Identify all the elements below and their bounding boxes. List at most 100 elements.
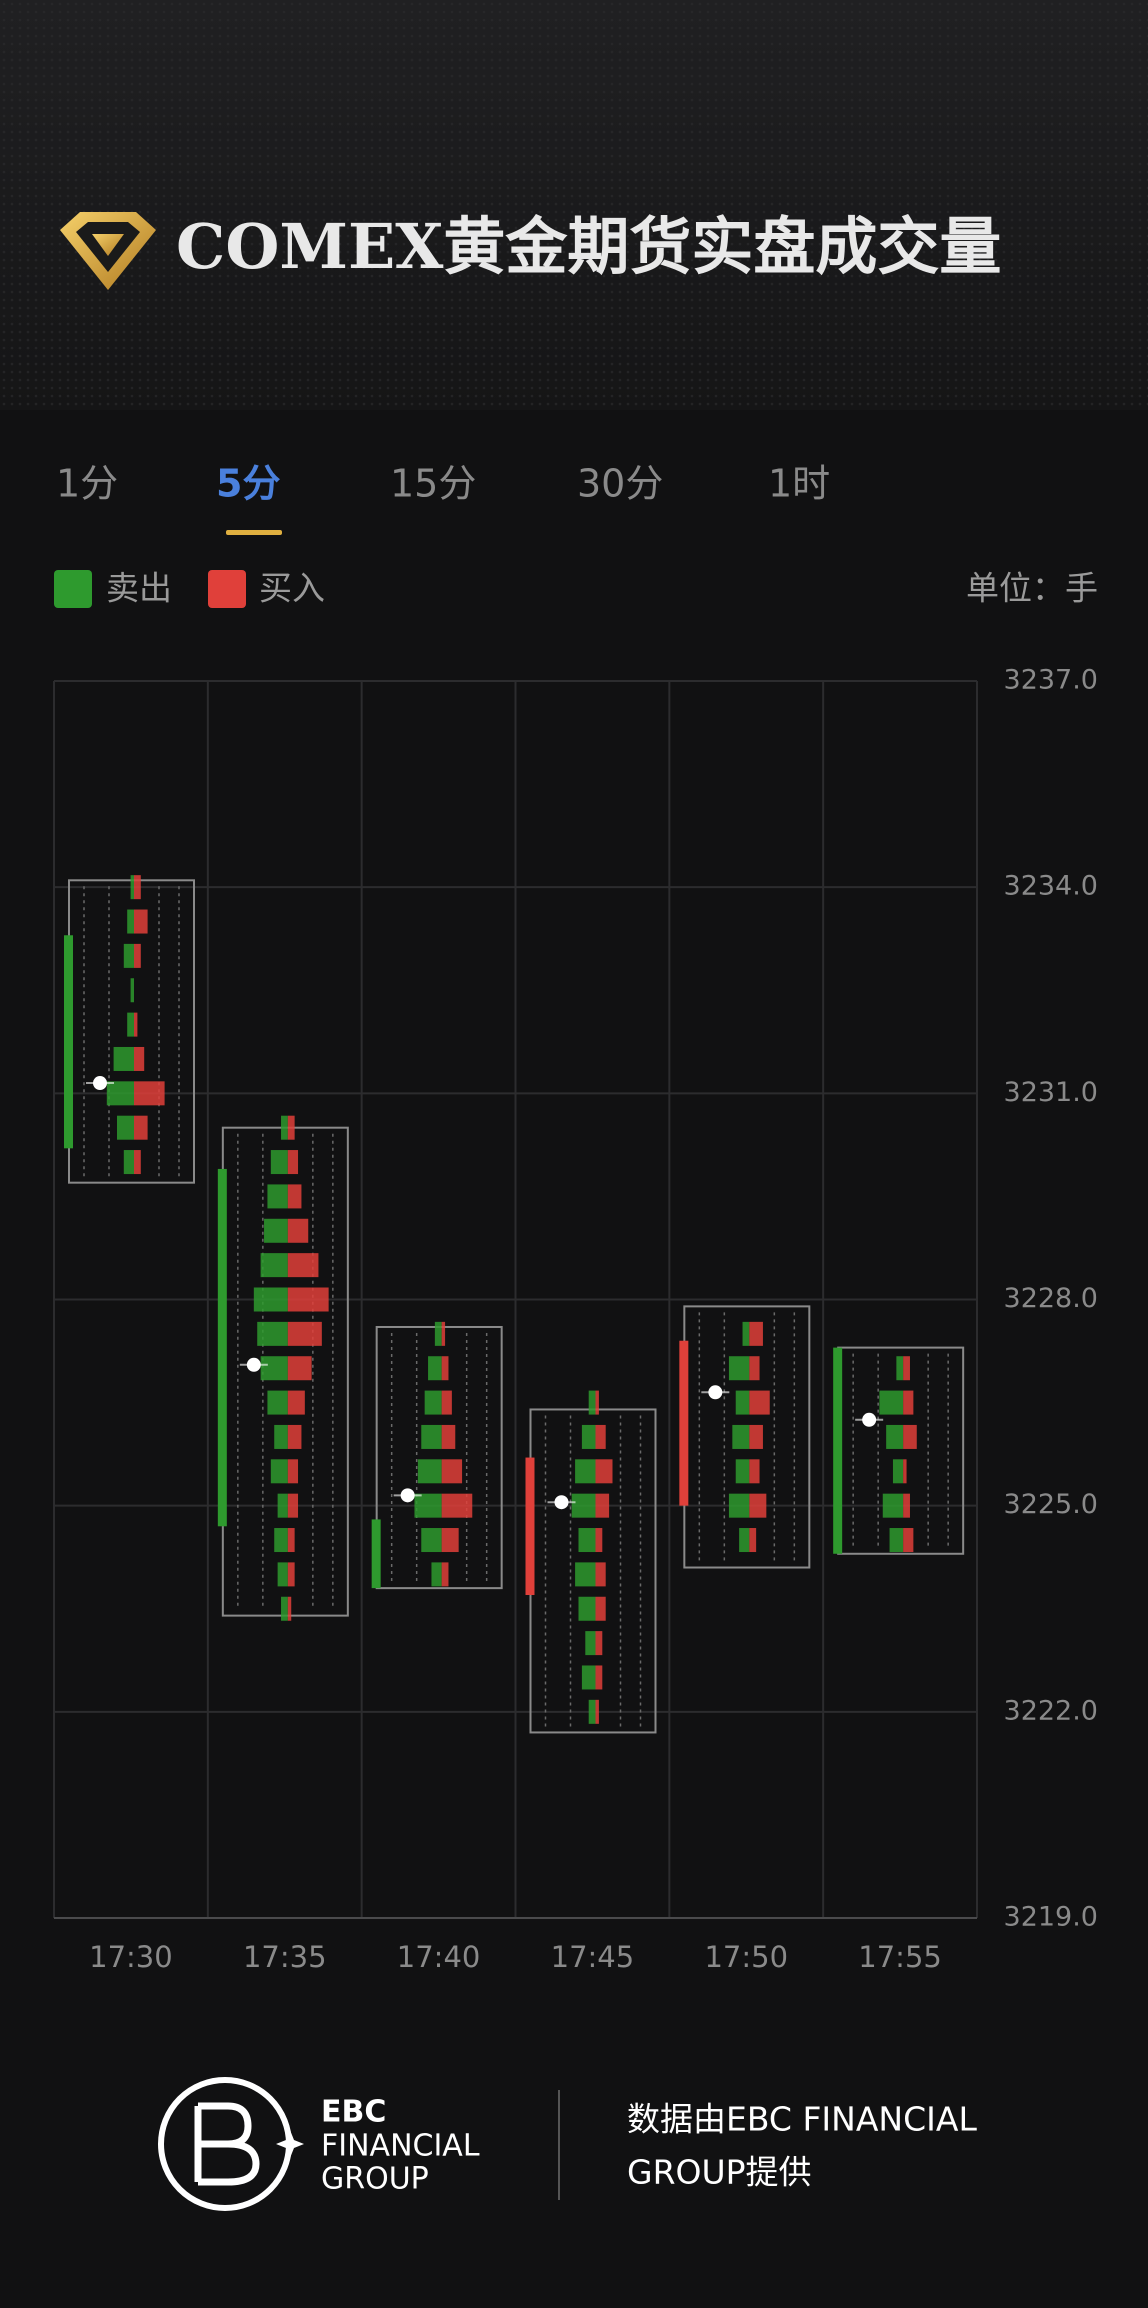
buy-volume: [441, 1459, 463, 1484]
buy-volume: [595, 1493, 610, 1518]
sell-volume: [277, 1562, 288, 1587]
tab[interactable]: 30分: [577, 462, 663, 506]
sell-volume: [575, 1459, 596, 1484]
buy-volume: [287, 1390, 305, 1415]
buy-volume: [441, 1424, 456, 1449]
buy-volume: [441, 1493, 473, 1518]
buy-volume: [595, 1528, 603, 1553]
sell-volume: [588, 1699, 596, 1724]
sell-volume: [575, 1562, 596, 1587]
x-tick-label: 17:35: [243, 1940, 327, 1974]
buy-volume: [134, 875, 141, 900]
buy-volume: [441, 1390, 452, 1415]
buy-volume: [287, 1115, 295, 1140]
unit-label: 单位：手: [966, 569, 1098, 608]
x-tick-label: 17:45: [551, 1940, 635, 1974]
buy-volume: [903, 1459, 907, 1484]
sell-volume: [113, 1046, 134, 1071]
tab-bar: 1分 5分 15分 30分 1时: [56, 462, 830, 535]
page-title: COMEX黄金期货实盘成交量: [176, 210, 1001, 283]
buy-volume: [287, 1150, 299, 1175]
buy-volume: [134, 1150, 141, 1175]
sell-volume: [732, 1424, 750, 1449]
sell-volume: [127, 909, 134, 934]
candle-body: [371, 1519, 381, 1589]
sell-volume: [578, 1596, 596, 1621]
sell-volume: [274, 1424, 288, 1449]
sell-volume: [281, 1115, 288, 1140]
sell-volume: [889, 1528, 904, 1553]
buy-volume: [749, 1528, 757, 1553]
sell-volume: [270, 1459, 288, 1484]
buy-volume: [595, 1631, 603, 1656]
brand-line: FINANCIAL: [321, 2129, 480, 2164]
tab[interactable]: 1时: [768, 462, 830, 506]
sell-volume: [882, 1493, 904, 1518]
y-tick-label: 3237.0: [1004, 665, 1098, 696]
sell-volume: [274, 1528, 288, 1553]
sell-volume: [434, 1321, 442, 1346]
buy-volume: [134, 1046, 145, 1071]
buy-volume: [441, 1356, 449, 1381]
y-tick-label: 3225.0: [1004, 1489, 1098, 1520]
buy-volume: [134, 1115, 148, 1140]
candle-body: [525, 1457, 535, 1596]
y-tick-label: 3222.0: [1004, 1695, 1098, 1726]
buy-volume: [287, 1287, 329, 1312]
sell-volume: [267, 1390, 288, 1415]
x-tick-label: 17:30: [89, 1940, 173, 1974]
buy-volume: [134, 909, 148, 934]
sell-volume: [270, 1150, 288, 1175]
sell-volume: [421, 1528, 442, 1553]
buy-volume: [287, 1218, 309, 1243]
sell-volume: [578, 1528, 596, 1553]
sell-volume: [886, 1424, 904, 1449]
buy-volume: [441, 1321, 446, 1346]
tab[interactable]: 15分: [390, 462, 476, 506]
buy-volume: [903, 1390, 914, 1415]
buy-volume: [595, 1665, 603, 1690]
y-tick-label: 3231.0: [1004, 1077, 1098, 1108]
sell-volume: [117, 1115, 134, 1140]
sell-volume: [130, 875, 134, 900]
poc-dot: [708, 1385, 723, 1400]
sell-volume: [127, 1012, 134, 1037]
legend-label: 卖出: [106, 569, 172, 608]
sell-volume: [431, 1562, 442, 1587]
sell-volume: [896, 1356, 904, 1381]
sell-volume: [264, 1218, 288, 1243]
sell-volume: [421, 1424, 442, 1449]
buy-volume: [595, 1596, 606, 1621]
header-pattern: [0, 0, 1148, 410]
sell-volume: [739, 1528, 750, 1553]
source-note: 数据由EBC FINANCIAL: [627, 2100, 977, 2139]
sell-volume: [735, 1390, 750, 1415]
buy-volume: [287, 1493, 299, 1518]
tab-underline: [226, 530, 282, 535]
buy-volume: [749, 1356, 760, 1381]
sell-volume: [281, 1596, 288, 1621]
sell-volume: [414, 1493, 442, 1518]
poc-dot: [400, 1488, 415, 1503]
buy-volume: [134, 1081, 165, 1106]
sell-volume: [428, 1356, 442, 1381]
buy-volume: [287, 1424, 302, 1449]
poc-dot: [554, 1495, 569, 1510]
sell-volume: [260, 1253, 288, 1278]
sell-volume: [424, 1390, 442, 1415]
tab[interactable]: 5分: [216, 462, 280, 506]
y-tick-label: 3228.0: [1004, 1283, 1098, 1314]
sell-volume: [728, 1493, 750, 1518]
sell-volume: [588, 1390, 596, 1415]
candle-body: [833, 1347, 843, 1554]
tab[interactable]: 1分: [56, 462, 118, 506]
sell-volume: [585, 1631, 596, 1656]
buy-volume: [749, 1493, 767, 1518]
buy-volume: [287, 1184, 302, 1209]
chart: 卖出 买入 单位：手 3219.0 3222.0 3225.0 3228.0 3231.0 32…: [53, 569, 1098, 1974]
buy-volume: [749, 1424, 763, 1449]
buy-volume: [134, 943, 141, 968]
sell-volume: [253, 1287, 288, 1312]
